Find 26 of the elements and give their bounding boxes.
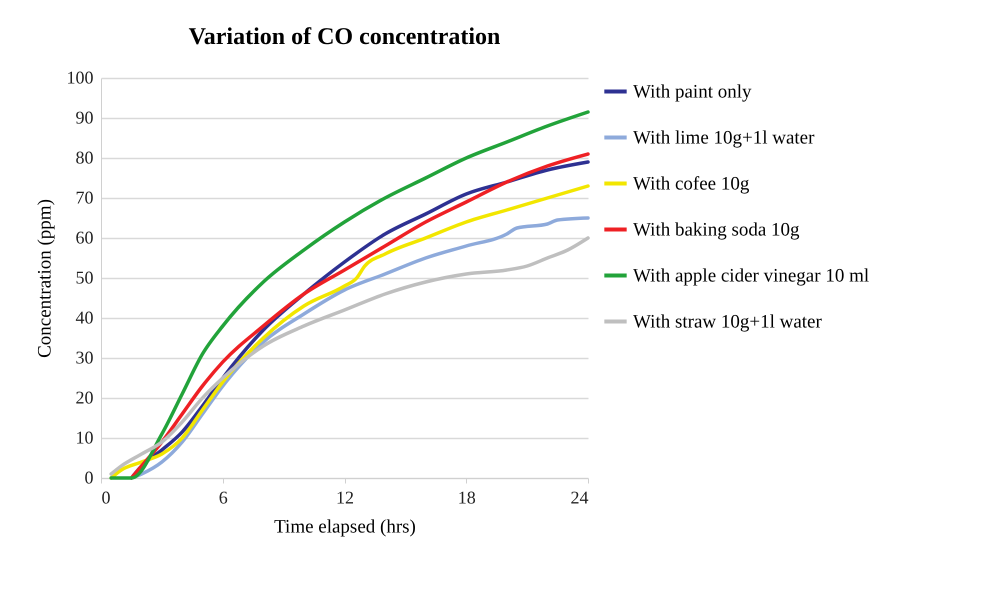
legend-label: With paint only bbox=[633, 82, 752, 102]
y-tick-label: 0 bbox=[84, 468, 94, 488]
x-tick-label: 18 bbox=[458, 488, 476, 508]
x-axis-title: Time elapsed (hrs) bbox=[274, 516, 416, 538]
legend-label: With apple cider vinegar 10 ml bbox=[633, 266, 870, 286]
y-axis-title: Concentration (ppm) bbox=[34, 199, 56, 358]
x-tick-label: 24 bbox=[570, 488, 588, 508]
chart-title: Variation of CO concentration bbox=[188, 24, 500, 50]
y-tick-label: 80 bbox=[76, 148, 94, 168]
line-series bbox=[109, 110, 590, 480]
legend-label: With cofee 10g bbox=[633, 174, 750, 194]
legend-label: With baking soda 10g bbox=[633, 220, 800, 240]
y-tick-label: 50 bbox=[76, 268, 94, 288]
x-tick-label: 0 bbox=[102, 488, 110, 508]
x-tick-label: 12 bbox=[336, 488, 354, 508]
legend-label: With straw 10g+1l water bbox=[633, 312, 822, 332]
y-tick-label: 70 bbox=[76, 188, 94, 208]
y-tick-label: 60 bbox=[76, 228, 94, 248]
y-tick-label: 90 bbox=[76, 108, 94, 128]
x-tick-label: 6 bbox=[218, 488, 228, 508]
y-tick-label: 20 bbox=[76, 388, 94, 408]
y-tick-label: 40 bbox=[76, 308, 94, 328]
legend-label: With lime 10g+1l water bbox=[633, 128, 816, 148]
y-tick-label: 100 bbox=[66, 68, 94, 88]
y-tick-label: 30 bbox=[76, 348, 94, 368]
y-tick-label: 10 bbox=[76, 428, 94, 448]
